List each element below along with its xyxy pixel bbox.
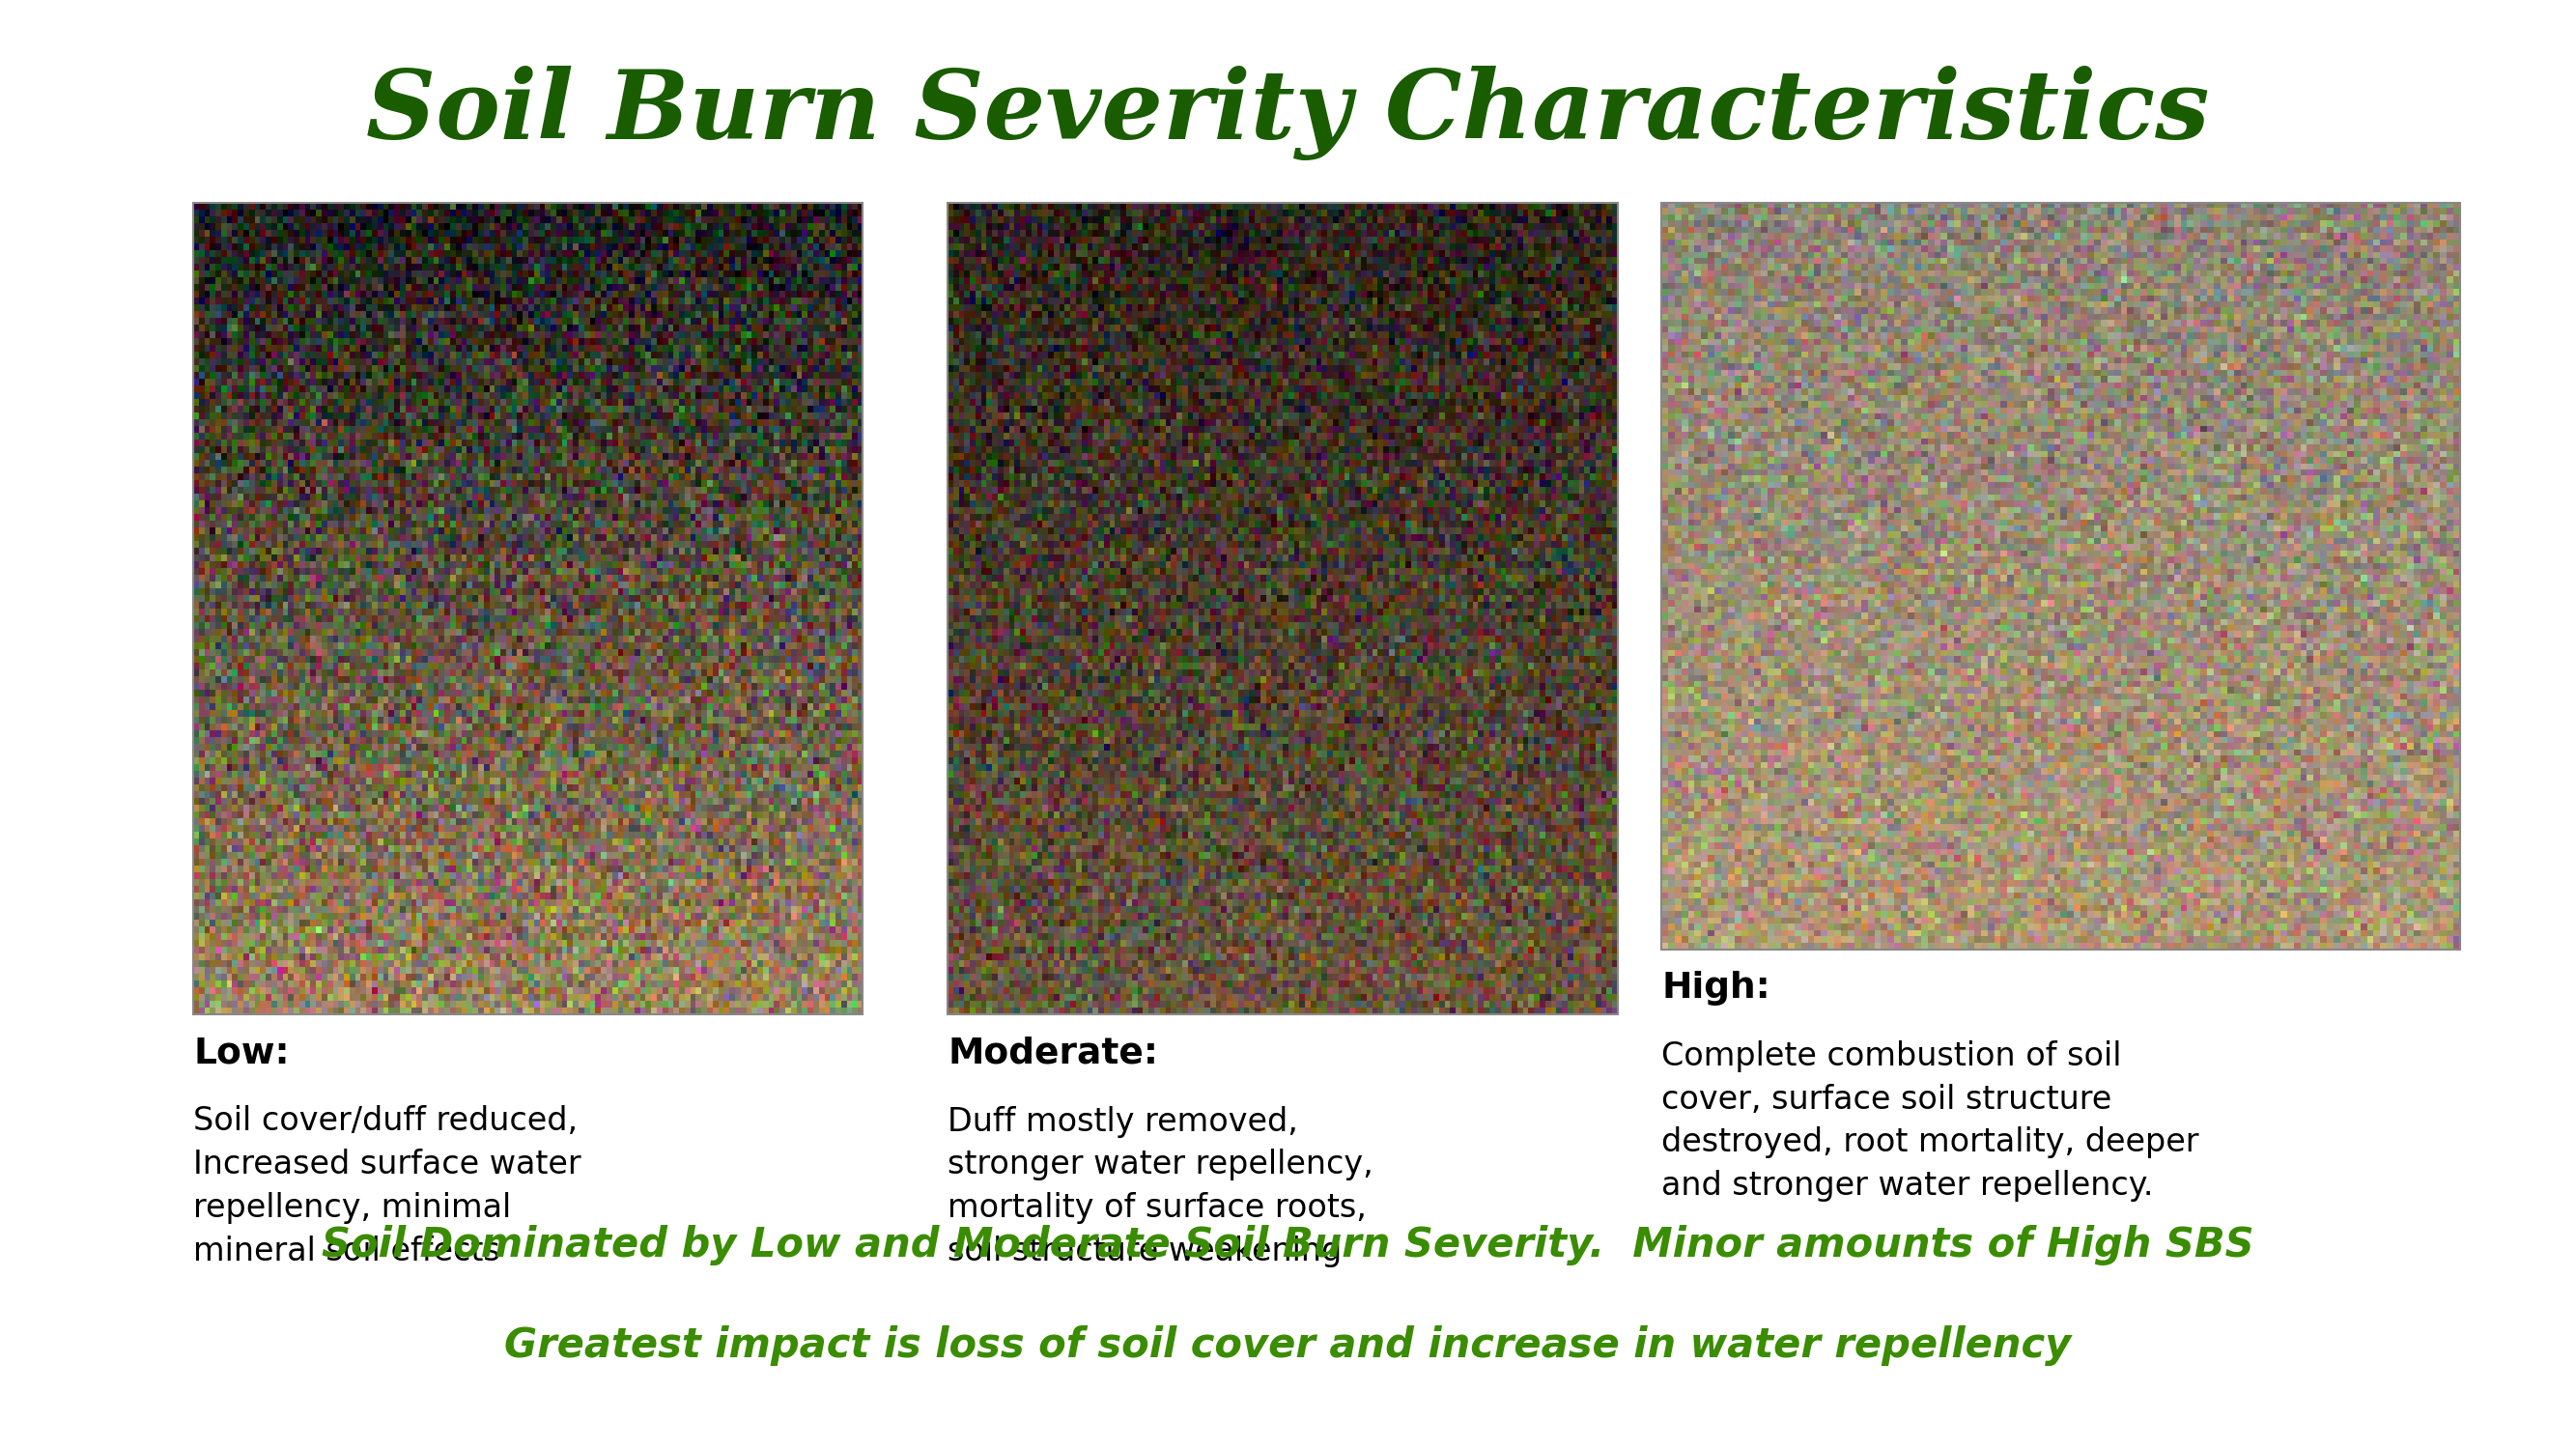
Text: High:: High: [1662,971,1770,1006]
Text: Moderate:: Moderate: [948,1036,1159,1071]
Bar [1662,203,2460,949]
Text: Soil Dominated by Low and Moderate Soil Burn Severity.  Minor amounts of High SB: Soil Dominated by Low and Moderate Soil … [322,1224,2254,1265]
Text: Low:: Low: [193,1036,289,1071]
Bar [948,203,1618,1014]
Text: Duff mostly removed,
stronger water repellency,
mortality of surface roots,
soil: Duff mostly removed, stronger water repe… [948,1106,1373,1266]
Text: Soil Burn Severity Characteristics: Soil Burn Severity Characteristics [366,65,2210,159]
Bar [193,203,863,1014]
Text: Soil cover/duff reduced,
Increased surface water
repellency, minimal
mineral soi: Soil cover/duff reduced, Increased surfa… [193,1106,582,1266]
Text: Greatest impact is loss of soil cover and increase in water repellency: Greatest impact is loss of soil cover an… [505,1326,2071,1366]
Text: Complete combustion of soil
cover, surface soil structure
destroyed, root mortal: Complete combustion of soil cover, surfa… [1662,1040,2200,1201]
